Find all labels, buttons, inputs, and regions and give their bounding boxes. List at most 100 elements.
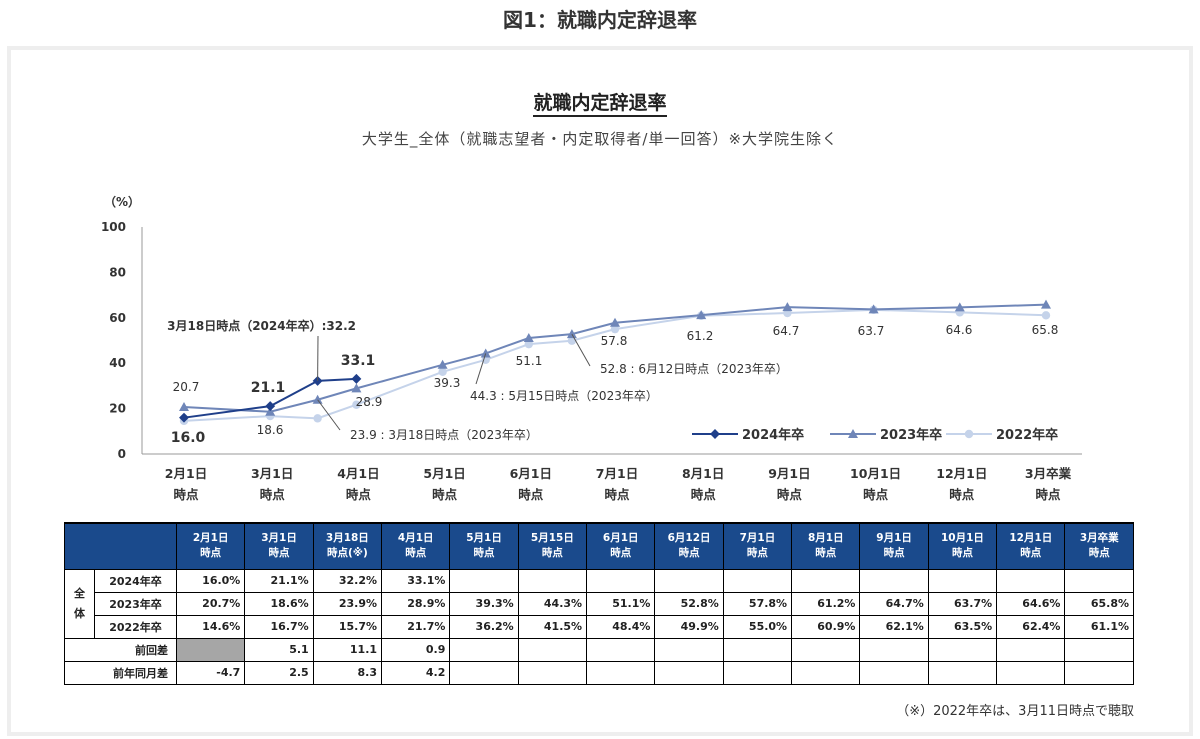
table-cell	[996, 637, 1066, 662]
table-cell: 4.2	[381, 660, 451, 685]
table-cell: 55.0%	[722, 614, 793, 639]
data-point-2023	[954, 302, 965, 312]
x-tick-label: 時点	[432, 487, 458, 502]
data-label: 39.3	[434, 376, 461, 390]
data-label: 21.1	[251, 380, 286, 396]
table-cell	[859, 568, 929, 593]
table-group-label: 全体	[64, 568, 95, 639]
table-cell: 64.7%	[859, 591, 929, 616]
data-label: 65.8	[1032, 323, 1059, 337]
data-label: 20.7	[173, 380, 200, 394]
table-cell	[449, 568, 519, 593]
table-col-header: 10月1日 時点	[927, 522, 998, 570]
table-cell	[517, 568, 588, 593]
data-label: 28.9	[356, 395, 383, 409]
table-cell	[791, 568, 861, 593]
annotation-leader	[475, 353, 487, 385]
legend-entry: 2022年卒	[996, 427, 1058, 443]
table-cell: 61.1%	[1064, 614, 1134, 639]
x-tick-label: 時点	[604, 487, 630, 502]
col-header-line2: 時点(※)	[326, 547, 368, 560]
x-tick-label: 5月1日	[423, 466, 465, 481]
table-row: 前年同月差 -4.7 2.5 8.3 4.2	[64, 660, 1134, 685]
table-col-header: 12月1日 時点	[996, 522, 1066, 570]
annotation-leader	[571, 333, 591, 367]
data-label: 64.6	[946, 323, 973, 337]
x-tick-label: 時点	[346, 487, 372, 502]
table-cell	[791, 660, 861, 685]
y-tick-label: 40	[109, 356, 126, 370]
data-label: 61.2	[687, 329, 714, 343]
col-header-line1: 9月1日	[876, 532, 912, 545]
legend-marker	[964, 429, 974, 439]
data-point-2022	[313, 414, 322, 423]
data-point-2023	[437, 359, 448, 369]
data-label: 18.6	[257, 423, 284, 437]
data-point-2022	[1041, 311, 1051, 320]
table-cell	[1064, 660, 1134, 685]
table-cell	[859, 660, 929, 685]
table-cell	[517, 660, 588, 685]
data-point-2024	[265, 401, 276, 412]
data-point-2022	[352, 400, 361, 409]
col-header-line1: 3月18日	[325, 532, 369, 545]
table-cell: 49.9%	[654, 614, 724, 639]
table-cell	[996, 660, 1066, 685]
col-header-line2: 時点	[405, 547, 427, 560]
y-tick-label: 80	[109, 265, 126, 279]
table-cell: 57.8%	[722, 591, 793, 616]
data-point-2023	[566, 329, 577, 339]
table-cell: 0.9	[381, 637, 451, 662]
table-cell: 21.7%	[381, 614, 451, 639]
legend-entry: 2023年卒	[880, 427, 942, 443]
data-point-2023	[1041, 299, 1051, 309]
data-point-2022	[524, 339, 533, 349]
col-header-line2: 時点	[200, 547, 222, 560]
table-cell	[927, 660, 998, 685]
table-cell	[654, 637, 724, 662]
table-cell	[722, 568, 793, 593]
table-cell: 63.7%	[927, 591, 998, 616]
table-col-header: 3月卒業 時点	[1064, 522, 1134, 570]
x-tick-label: 10月1日	[850, 466, 901, 481]
col-header-line1: 8月1日	[807, 532, 844, 545]
figure-caption: 図1：就職内定辞退率	[503, 8, 697, 32]
x-tick-label: 時点	[691, 487, 717, 502]
table-cell	[586, 637, 656, 662]
table-cell: 52.8%	[654, 591, 724, 616]
table-cell	[927, 568, 998, 593]
table-cell: -4.7	[175, 660, 246, 685]
x-tick-label: 時点	[863, 487, 889, 502]
table-cell: 36.2%	[449, 614, 519, 639]
table-cell	[722, 637, 793, 662]
data-label: 3月18日時点（2024年卒）:32.2	[167, 318, 356, 333]
table-cell: 64.6%	[996, 591, 1066, 616]
y-tick-label: 100	[101, 220, 126, 234]
table-col-header: 6月12日 時点	[654, 522, 724, 570]
col-header-line1: 12月1日	[1009, 532, 1053, 545]
table-header-row: 2月1日 時点 3月1日 時点 3月18日 時点(※) 4月1日 時点 5月1日 時点 5月15日時…	[64, 522, 1134, 570]
table-row-label: 2024年卒	[94, 568, 177, 593]
data-point-2024	[179, 412, 189, 423]
x-tick-label: 時点	[777, 487, 803, 502]
table-col-header: 4月1日 時点	[381, 522, 451, 570]
table-cell	[722, 660, 793, 685]
col-header-line1: 10月1日	[940, 532, 984, 545]
data-label: 64.7	[773, 324, 800, 338]
data-label: 16.0	[171, 430, 206, 446]
table-cell: 60.9%	[791, 614, 861, 639]
data-label: 23.9 : 3月18日時点（2023年卒）	[350, 428, 538, 442]
table-col-header: 9月1日 時点	[859, 522, 929, 570]
table-row-label: 前年同月差	[64, 660, 177, 685]
table-cell: 32.2%	[312, 568, 383, 593]
table-cell	[586, 568, 656, 593]
col-header-line1: 6月12日	[667, 532, 711, 545]
table-cell: 16.0%	[175, 568, 246, 593]
data-label: 63.7	[858, 324, 885, 338]
table-cell: 21.1%	[244, 568, 314, 593]
series-line-2022年卒	[183, 308, 1047, 422]
data-label: 33.1	[341, 353, 376, 369]
data-label: 51.1	[516, 354, 543, 368]
table-cell	[1064, 568, 1134, 593]
